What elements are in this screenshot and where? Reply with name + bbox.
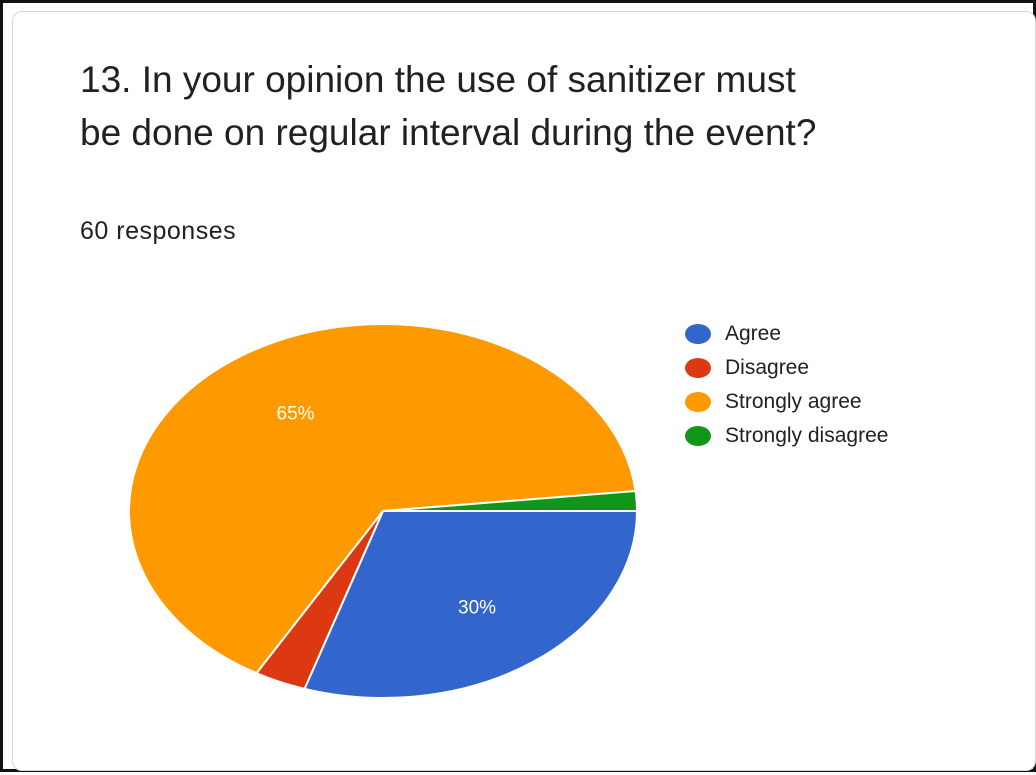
pie-slice-strongly-agree[interactable] <box>128 323 637 675</box>
pie-slice-label: 30% <box>458 597 496 618</box>
legend-item[interactable]: Strongly disagree <box>685 419 888 453</box>
legend-swatch <box>685 358 711 378</box>
question-title: 13. In your opinion the use of sanitizer… <box>80 59 817 153</box>
legend-label: Strongly disagree <box>725 424 889 447</box>
legend-label: Disagree <box>725 356 810 379</box>
legend-swatch <box>685 392 711 412</box>
legend-swatch <box>685 426 711 446</box>
pie-chart: 30% 65% <box>128 323 639 699</box>
chart-legend: Agree Disagree Strongly agree Strongly disa… <box>685 317 888 453</box>
legend-item[interactable]: Strongly agree <box>685 385 888 419</box>
legend-label: Agree <box>725 322 782 345</box>
legend-swatch <box>685 324 711 344</box>
legend-item[interactable]: Disagree <box>685 351 888 385</box>
legend-label: Strongly agree <box>725 390 862 413</box>
legend-item[interactable]: Agree <box>685 317 888 351</box>
pie-slice-agree[interactable] <box>303 510 639 699</box>
pie-slice-strongly-disagree[interactable] <box>382 489 639 512</box>
response-count: 60 responses <box>80 217 237 245</box>
pie-slice-label: 65% <box>277 403 315 424</box>
